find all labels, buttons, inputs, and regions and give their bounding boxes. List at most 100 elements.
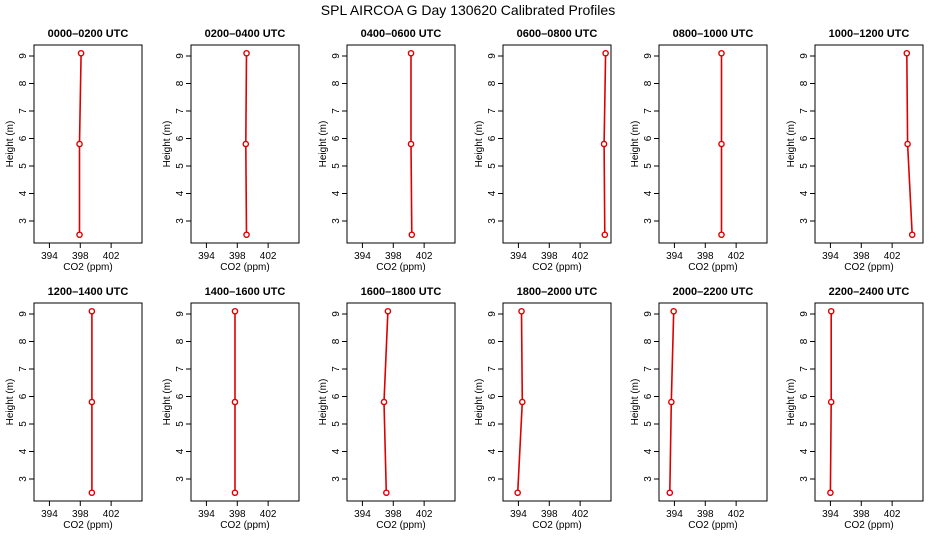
- plot-frame: [190, 44, 300, 244]
- data-point: [827, 489, 834, 497]
- profile-panel: 1200–1400 UTC 394 398 402 3 4 5 6 7 8 9 CO2 (ppm) He…: [5, 286, 143, 531]
- y-tick-label: 7: [175, 366, 186, 372]
- y-tick-label: 9: [799, 311, 810, 317]
- x-tick-label: 402: [572, 509, 589, 520]
- y-tick-label: 3: [331, 476, 342, 482]
- plot-frame: [502, 44, 612, 244]
- data-point: [518, 307, 525, 315]
- y-tick-label: 7: [331, 108, 342, 114]
- y-tick-label: 3: [799, 476, 810, 482]
- x-tick-label: 394: [354, 509, 371, 520]
- data-point: [908, 231, 916, 239]
- y-tick-label: 9: [18, 53, 29, 59]
- y-tick-label: 8: [18, 338, 29, 344]
- y-tick-label: 4: [799, 448, 810, 454]
- y-tick-label: 6: [799, 135, 810, 141]
- y-tick-label: 3: [643, 218, 654, 224]
- profile-panel: 1600–1800 UTC 394 398 402 3 4 5 6 7 8 9 CO2 (ppm) He…: [318, 286, 456, 531]
- y-tick-label: 9: [331, 311, 342, 317]
- x-axis-label: CO2 (ppm): [376, 262, 425, 273]
- x-tick-label: 402: [572, 251, 589, 262]
- x-axis-label: CO2 (ppm): [220, 520, 269, 531]
- data-point: [718, 231, 725, 239]
- y-tick-label: 5: [331, 421, 342, 427]
- profile-panel: 1800–2000 UTC 394 398 402 3 4 5 6 7 8 9 CO2 (ppm) He…: [474, 286, 612, 531]
- y-tick-label: 3: [643, 476, 654, 482]
- y-tick-label: 6: [331, 393, 342, 399]
- plot-frame: [658, 44, 768, 244]
- x-tick-label: 398: [229, 251, 246, 262]
- plot-frame: [658, 302, 768, 502]
- y-tick-label: 6: [175, 393, 186, 399]
- y-tick-label: 7: [331, 366, 342, 372]
- panel-title: 0600–0800 UTC: [517, 28, 598, 40]
- profile-panel: 1000–1200 UTC 394 398 402 3 4 5 6 7 8 9 CO2 (ppm) He…: [786, 28, 924, 273]
- data-point: [514, 489, 521, 497]
- y-tick-label: 9: [643, 311, 654, 317]
- data-point: [243, 49, 250, 57]
- y-tick-label: 5: [643, 421, 654, 427]
- y-tick-label: 7: [799, 108, 810, 114]
- y-tick-label: 4: [487, 190, 498, 196]
- plot-frame: [190, 302, 300, 502]
- y-tick-label: 5: [799, 421, 810, 427]
- x-tick-label: 398: [385, 251, 402, 262]
- x-tick-label: 402: [260, 509, 277, 520]
- y-tick-label: 6: [487, 393, 498, 399]
- x-axis-label: CO2 (ppm): [532, 520, 581, 531]
- x-tick-label: 398: [72, 509, 89, 520]
- y-tick-label: 8: [18, 80, 29, 86]
- x-tick-label: 394: [822, 251, 839, 262]
- panel-title: 0400–0600 UTC: [361, 28, 442, 40]
- y-tick-label: 3: [175, 218, 186, 224]
- y-tick-label: 8: [799, 80, 810, 86]
- y-tick-label: 4: [331, 190, 342, 196]
- y-axis-label: Height (m): [786, 379, 797, 426]
- y-tick-label: 8: [799, 338, 810, 344]
- y-tick-label: 7: [18, 108, 29, 114]
- data-point: [827, 398, 835, 406]
- x-tick-label: 402: [884, 509, 901, 520]
- plot-frame: [33, 44, 143, 244]
- panel-title: 2200–2400 UTC: [829, 286, 910, 298]
- y-tick-label: 6: [487, 135, 498, 141]
- x-tick-label: 402: [728, 251, 745, 262]
- x-axis-label: CO2 (ppm): [532, 262, 581, 273]
- panel-title: 0200–0400 UTC: [205, 28, 286, 40]
- data-point: [88, 398, 96, 406]
- x-axis-label: CO2 (ppm): [63, 262, 112, 273]
- y-tick-label: 3: [799, 218, 810, 224]
- profile-panel: 0000–0200 UTC 394 398 402 3 4 5 6 7 8 9 CO2 (ppm) He…: [5, 28, 143, 273]
- data-point: [670, 307, 677, 315]
- x-axis-label: CO2 (ppm): [844, 262, 893, 273]
- panel-title: 0800–1000 UTC: [673, 28, 754, 40]
- data-point: [666, 489, 674, 497]
- y-tick-label: 5: [643, 163, 654, 169]
- y-tick-label: 4: [175, 448, 186, 454]
- y-tick-label: 9: [175, 53, 186, 59]
- x-tick-label: 398: [697, 251, 714, 262]
- y-axis-label: Height (m): [474, 379, 485, 426]
- panel-title: 1200–1400 UTC: [48, 286, 129, 298]
- profile-panel: 2000–2200 UTC 394 398 402 3 4 5 6 7 8 9 CO2 (ppm) He…: [630, 286, 768, 531]
- y-axis-label: Height (m): [5, 379, 16, 426]
- x-tick-label: 394: [510, 251, 527, 262]
- data-point: [383, 489, 390, 497]
- data-point: [380, 398, 388, 406]
- y-tick-label: 9: [643, 53, 654, 59]
- profile-panel: 2200–2400 UTC 394 398 402 3 4 5 6 7 8 9 CO2 (ppm) He…: [786, 286, 924, 531]
- y-tick-label: 8: [643, 80, 654, 86]
- data-point: [600, 140, 608, 148]
- x-tick-label: 398: [853, 509, 870, 520]
- y-tick-label: 4: [331, 448, 342, 454]
- y-tick-label: 9: [18, 311, 29, 317]
- x-tick-label: 394: [198, 251, 215, 262]
- x-tick-label: 398: [541, 509, 558, 520]
- y-tick-label: 8: [175, 80, 186, 86]
- profile-panel: 0800–1000 UTC 394 398 402 3 4 5 6 7 8 9 CO2 (ppm) He…: [630, 28, 768, 273]
- x-tick-label: 394: [198, 509, 215, 520]
- data-point: [903, 49, 911, 57]
- y-axis-label: Height (m): [630, 121, 641, 168]
- y-tick-label: 5: [18, 421, 29, 427]
